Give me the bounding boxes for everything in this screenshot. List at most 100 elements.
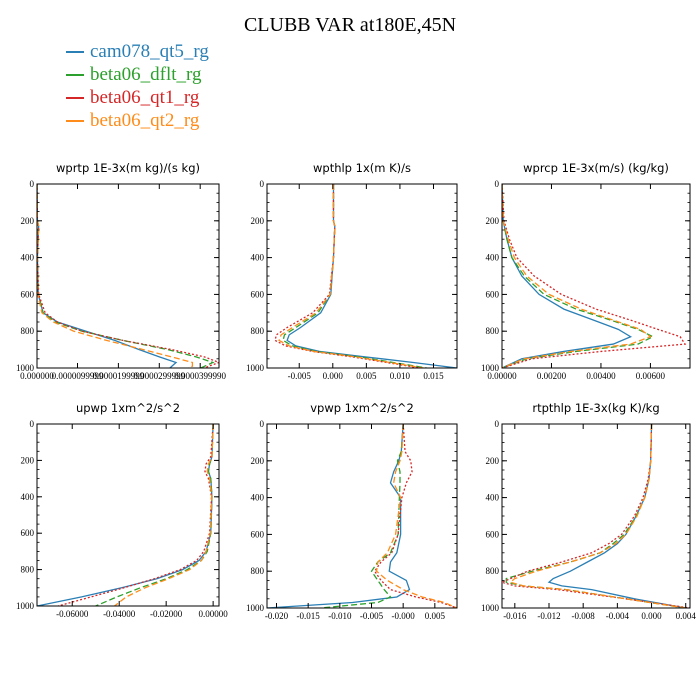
x-tick-label: 0.00000 [487, 371, 517, 381]
panel-title: upwp 1xm^2/s^2 [76, 401, 180, 415]
y-tick-label: 800 [486, 566, 500, 576]
y-tick-label: 1000 [481, 603, 500, 613]
x-tick-label: -0.000 [392, 611, 416, 621]
legend-label: beta06_dflt_rg [90, 64, 202, 85]
y-tick-label: 1000 [246, 603, 265, 613]
x-tick-label: 0.000 [641, 611, 662, 621]
series-line-beta06_dflt_rg [502, 184, 655, 368]
y-tick-label: 800 [251, 566, 265, 576]
y-tick-label: 1000 [16, 601, 35, 611]
y-tick-label: 200 [486, 456, 500, 466]
x-tick-label: 0.00400 [586, 371, 616, 381]
plot-frame [36, 183, 220, 369]
x-tick-label: -0.02000 [150, 609, 183, 619]
legend-item-2: beta06_qt1_rg [66, 86, 209, 109]
panel-5: 0 200 400 600 800 1000-0.016 -0.012 -0.008 -0.00… [481, 401, 696, 621]
series-line-beta06_qt1_rg [502, 424, 690, 608]
x-tick-label: 0.015 [423, 371, 444, 381]
series-line-cam078_qt5_rg [267, 424, 411, 608]
x-tick-label: 0.000 [323, 371, 344, 381]
series-line-beta06_qt2_rg [37, 184, 194, 368]
series-line-cam078_qt5_rg [502, 184, 633, 368]
y-tick-label: 1000 [481, 363, 500, 373]
plot-frame [266, 183, 458, 369]
x-tick-label: 0.000000 [20, 371, 54, 381]
series-line-beta06_qt2_rg [509, 424, 686, 608]
series-line-beta06_dflt_rg [505, 424, 686, 608]
panel-4: 0 200 400 600 800 1000-0.020 -0.015 -0.010 -0.00… [246, 401, 458, 621]
y-tick-label: 200 [486, 216, 500, 226]
x-tick-label: -0.012 [537, 611, 560, 621]
x-tick-label: 0.00000 [199, 609, 229, 619]
panel-1: 0 200 400 600 800 1000 -0.005 0.000 0.005 0.010 0.… [246, 161, 458, 381]
legend-swatch [66, 50, 84, 53]
y-tick-label: 0 [495, 179, 500, 189]
y-tick-label: 400 [251, 493, 265, 503]
series-line-beta06_dflt_rg [320, 424, 404, 608]
panel-3: 0 200 400 600 800 1000 -0.06000 -0.04000 -0.0200… [16, 401, 228, 619]
legend-swatch [66, 119, 84, 122]
y-tick-label: 200 [251, 456, 265, 466]
y-tick-label: 1000 [16, 363, 35, 373]
y-tick-label: 600 [251, 529, 265, 539]
legend-swatch [66, 96, 84, 99]
x-tick-label: 0.0000299999 [133, 371, 185, 381]
series-line-beta06_dflt_rg [95, 424, 214, 606]
plot-frame [501, 183, 691, 369]
series-line-cam078_qt5_rg [547, 424, 686, 608]
x-tick-label: 0.005 [425, 611, 446, 621]
x-tick-label: -0.004 [606, 611, 630, 621]
panel-title: wprcp 1E-3x(m/s) (kg/kg) [523, 161, 669, 175]
y-tick-label: 400 [21, 253, 35, 263]
series-line-cam078_qt5_rg [286, 184, 457, 368]
y-tick-label: 800 [251, 326, 265, 336]
series-line-beta06_qt1_rg [502, 184, 687, 368]
panel-title: wpthlp 1x(m K)/s [313, 161, 411, 175]
y-tick-label: 600 [486, 289, 500, 299]
y-tick-label: 200 [21, 455, 35, 465]
x-tick-label: -0.008 [572, 611, 596, 621]
y-tick-label: 800 [21, 565, 35, 575]
series-line-cam078_qt5_rg [37, 424, 214, 606]
x-tick-label: -0.04000 [103, 609, 136, 619]
legend-label: cam078_qt5_rg [90, 41, 209, 62]
y-tick-label: 0 [260, 419, 265, 429]
plot-frame [266, 423, 458, 609]
panel-title: wprtp 1E-3x(m kg)/(s kg) [56, 161, 200, 175]
legend-swatch [66, 73, 84, 76]
series-line-beta06_qt2_rg [278, 184, 424, 368]
x-tick-label: -0.005 [288, 371, 312, 381]
x-tick-label: -0.005 [360, 611, 384, 621]
panel-title: rtpthlp 1E-3x(kg K)/kg [532, 401, 659, 415]
page-title: CLUBB VAR at180E,45N [243, 14, 457, 36]
y-tick-label: 600 [251, 289, 265, 299]
plot-frame [501, 423, 691, 609]
series-line-beta06_dflt_rg [37, 184, 215, 368]
x-tick-label: 0.00200 [537, 371, 567, 381]
y-tick-label: 200 [251, 216, 265, 226]
legend-item-3: beta06_qt2_rg [66, 109, 209, 132]
series-line-beta06_qt2_rg [502, 184, 652, 368]
y-tick-label: 800 [21, 326, 35, 336]
y-tick-label: 0 [495, 419, 500, 429]
x-tick-label: 0.0000099999 [52, 371, 104, 381]
y-tick-label: 0 [260, 179, 265, 189]
x-tick-label: -0.020 [265, 611, 289, 621]
x-tick-label: 0.010 [390, 371, 411, 381]
y-tick-label: 600 [21, 289, 35, 299]
plot-frame [36, 423, 220, 607]
legend-label: beta06_qt1_rg [90, 87, 200, 108]
y-tick-label: 400 [486, 253, 500, 263]
x-tick-label: -0.015 [297, 611, 321, 621]
legend: cam078_qt5_rg beta06_dflt_rg beta06_qt1_… [66, 40, 209, 132]
y-tick-label: 200 [21, 216, 35, 226]
legend-item-1: beta06_dflt_rg [66, 63, 209, 86]
y-tick-label: 0 [30, 419, 35, 429]
panel-title: vpwp 1xm^2/s^2 [310, 401, 414, 415]
series-line-beta06_qt1_rg [57, 424, 214, 606]
y-tick-label: 1000 [246, 363, 265, 373]
y-tick-label: 0 [30, 179, 35, 189]
x-tick-label: -0.010 [328, 611, 352, 621]
